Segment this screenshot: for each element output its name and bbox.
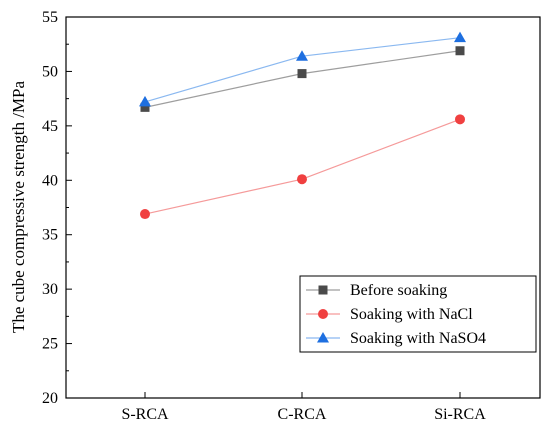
x-axis: S-RCA C-RCA Si-RCA bbox=[121, 392, 486, 423]
data-point bbox=[140, 102, 150, 112]
y-tick-label: 50 bbox=[42, 63, 58, 80]
y-tick-label: 30 bbox=[42, 281, 58, 298]
y-tick-label: 25 bbox=[42, 336, 58, 353]
legend-label: Soaking with NaSO4 bbox=[350, 330, 486, 347]
series-line bbox=[144, 118, 461, 215]
data-point bbox=[455, 114, 465, 125]
y-tick-label: 40 bbox=[42, 172, 58, 189]
y-tick-label: 20 bbox=[42, 390, 58, 407]
y-axis-title: The cube compressive strength /MPa bbox=[9, 80, 28, 333]
legend: Before soaking Soaking with NaCl Soaking w… bbox=[299, 275, 537, 353]
x-tick-label: C-RCA bbox=[278, 406, 327, 423]
legend-marker bbox=[317, 332, 329, 343]
y-tick-label: 45 bbox=[42, 118, 58, 135]
x-tick-label: S-RCA bbox=[121, 406, 169, 423]
series-markers bbox=[139, 31, 466, 220]
legend-label: Soaking with NaCl bbox=[350, 306, 473, 323]
legend-marker bbox=[318, 309, 328, 319]
legend-label: Before soaking bbox=[350, 282, 447, 299]
data-point bbox=[140, 209, 150, 220]
data-point bbox=[297, 69, 307, 79]
data-point bbox=[297, 174, 307, 185]
legend-marker bbox=[318, 285, 328, 295]
series-lines bbox=[144, 37, 461, 215]
x-tick-label: Si-RCA bbox=[434, 406, 486, 423]
data-point bbox=[296, 50, 308, 61]
data-point bbox=[455, 46, 465, 56]
data-point bbox=[454, 31, 466, 43]
y-tick-label: 55 bbox=[42, 9, 58, 26]
y-tick-label: 35 bbox=[42, 227, 58, 244]
data-point bbox=[139, 95, 151, 107]
y-axis: 20 25 30 35 40 45 50 55 bbox=[42, 9, 72, 407]
